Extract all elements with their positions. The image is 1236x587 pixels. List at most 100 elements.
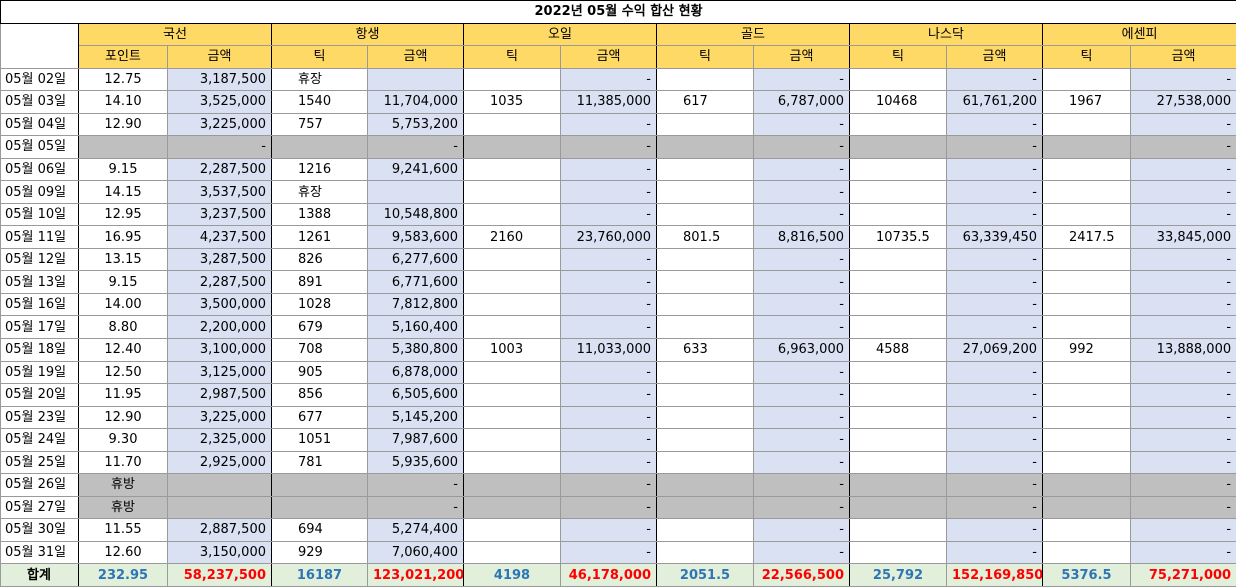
amount-cell: 2,987,500 — [167, 383, 272, 407]
date-cell: 05월 13일 — [0, 270, 79, 294]
amount-cell: 3,187,500 — [167, 67, 272, 92]
amount-cell: 3,100,000 — [167, 337, 272, 362]
tick-cell — [463, 518, 561, 542]
tick-cell — [463, 135, 561, 159]
tick-cell — [656, 360, 754, 385]
tick-cell — [1042, 473, 1131, 497]
amount-cell: 3,225,000 — [167, 405, 272, 430]
amount-cell: - — [1129, 247, 1236, 272]
tick-cell — [849, 428, 947, 452]
amount-cell: - — [367, 495, 464, 520]
tick-cell — [463, 112, 561, 137]
amount-cell: - — [560, 383, 657, 407]
tick-cell: 801.5 — [656, 225, 754, 249]
amount-cell: - — [560, 315, 657, 339]
tick-cell: 1028 — [271, 292, 368, 317]
tick-cell: 휴방 — [78, 473, 168, 497]
tick-cell — [463, 270, 561, 294]
total-cell: 5376.5 — [1042, 563, 1131, 587]
tick-cell: 휴방 — [78, 495, 168, 520]
amount-cell: 3,237,500 — [167, 202, 272, 227]
amount-cell: - — [560, 67, 657, 92]
amount-cell: 23,760,000 — [560, 225, 657, 249]
tick-cell — [849, 383, 947, 407]
data-row: 05월 20일 11.95 2,987,500 856 6,505,600 - - - - — [0, 383, 1236, 407]
data-row: 05월 31일 12.60 3,150,000 929 7,060,400 - - - - — [0, 540, 1236, 565]
tick-cell — [1042, 157, 1131, 182]
date-cell: 05월 17일 — [0, 315, 79, 339]
date-cell: 05월 09일 — [0, 180, 79, 204]
amount-cell: 5,145,200 — [367, 405, 464, 430]
tick-cell: 12.90 — [78, 405, 168, 430]
tick-cell — [849, 360, 947, 385]
amount-cell — [367, 67, 464, 92]
amount-cell: 6,277,600 — [367, 247, 464, 272]
data-row: 05월 18일 12.40 3,100,000 708 5,380,800 1003 11,… — [0, 337, 1236, 362]
tick-cell — [463, 360, 561, 385]
amount-cell: - — [946, 202, 1043, 227]
date-cell: 05월 04일 — [0, 112, 79, 137]
date-cell: 05월 30일 — [0, 518, 79, 542]
data-row: 05월 05일 - - - - - - — [0, 135, 1236, 159]
amount-cell: - — [560, 135, 657, 159]
total-cell: 16187 — [271, 563, 368, 587]
amount-cell: - — [946, 540, 1043, 565]
amount-cell: 4,237,500 — [167, 225, 272, 249]
amount-cell: 8,816,500 — [753, 225, 850, 249]
tick-cell — [656, 450, 754, 475]
amount-cell: - — [560, 540, 657, 565]
tick-cell: 12.95 — [78, 202, 168, 227]
amount-cell: - — [1129, 67, 1236, 92]
amount-cell: - — [560, 495, 657, 520]
tick-cell — [1042, 405, 1131, 430]
amount-cell: 11,033,000 — [560, 337, 657, 362]
tick-cell: 11.70 — [78, 450, 168, 475]
tick-cell — [463, 540, 561, 565]
amount-cell: - — [753, 67, 850, 92]
tick-cell — [849, 180, 947, 204]
tick-cell — [463, 473, 561, 497]
date-cell: 05월 11일 — [0, 225, 79, 249]
data-row: 05월 04일 12.90 3,225,000 757 5,753,200 - - - - — [0, 112, 1236, 137]
sub-header-row: 포인트 금액 틱 금액 틱 금액 틱 금액 틱 금액 틱 금액 — [1, 45, 1236, 69]
data-row: 05월 16일 14.00 3,500,000 1028 7,812,800 - - - - — [0, 292, 1236, 317]
date-cell: 05월 31일 — [0, 540, 79, 565]
tick-cell — [849, 495, 947, 520]
tick-cell — [463, 202, 561, 227]
data-row: 05월 25일 11.70 2,925,000 781 5,935,600 - - - - — [0, 450, 1236, 475]
sub-header: 금액 — [560, 45, 657, 69]
amount-cell: 3,287,500 — [167, 247, 272, 272]
amount-cell: 10,548,800 — [367, 202, 464, 227]
tick-cell: 12.75 — [78, 67, 168, 92]
date-cell: 05월 20일 — [0, 383, 79, 407]
amount-cell: - — [1129, 518, 1236, 542]
amount-cell: - — [946, 495, 1043, 520]
date-cell: 05월 27일 — [0, 495, 79, 520]
total-cell: 58,237,500 — [167, 563, 272, 587]
tick-cell: 1388 — [271, 202, 368, 227]
total-cell: 2051.5 — [656, 563, 754, 587]
amount-cell: - — [560, 473, 657, 497]
date-cell: 05월 02일 — [0, 67, 79, 92]
amount-cell — [167, 473, 272, 497]
amount-cell: - — [946, 428, 1043, 452]
date-cell: 05월 06일 — [0, 157, 79, 182]
sub-header: 금액 — [167, 45, 272, 69]
tick-cell: 휴장 — [271, 180, 368, 204]
amount-cell: - — [946, 112, 1043, 137]
amount-cell: - — [560, 180, 657, 204]
tick-cell: 9.15 — [78, 157, 168, 182]
total-cell: 152,169,850 — [946, 563, 1043, 587]
tick-cell — [1042, 67, 1131, 92]
amount-cell: 61,761,200 — [946, 90, 1043, 114]
tick-cell: 2160 — [463, 225, 561, 249]
data-row: 05월 27일 휴방 - - - - - — [0, 495, 1236, 520]
amount-cell: 6,771,600 — [367, 270, 464, 294]
tick-cell — [1042, 292, 1131, 317]
amount-cell: 2,325,000 — [167, 428, 272, 452]
tick-cell: 694 — [271, 518, 368, 542]
amount-cell: 27,538,000 — [1129, 90, 1236, 114]
amount-cell: - — [946, 405, 1043, 430]
data-row: 05월 10일 12.95 3,237,500 1388 10,548,800 - - - - — [0, 202, 1236, 227]
